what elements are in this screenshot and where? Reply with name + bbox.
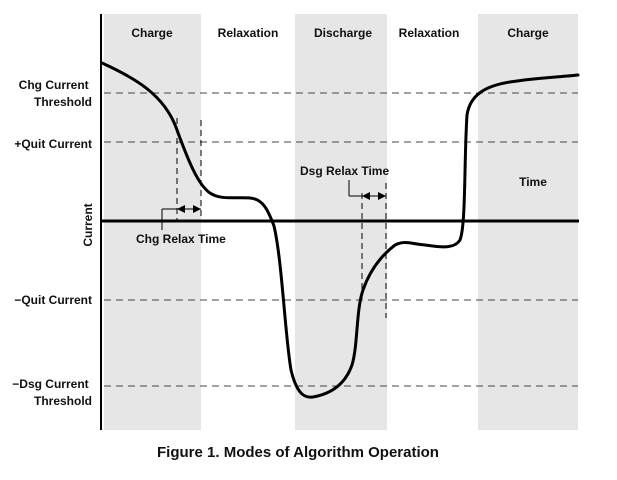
phase-label-relaxation-1: Relaxation	[218, 26, 279, 40]
time-label: Time	[519, 175, 547, 189]
chg-arrowhead-left	[177, 205, 185, 213]
phase-label-charge-1: Charge	[131, 26, 173, 40]
level-labels: Chg Current Threshold +Quit Current −Qui…	[12, 78, 92, 408]
dsg-relax-time-label: Dsg Relax Time	[300, 164, 389, 178]
chg-arrowhead-right	[193, 205, 201, 213]
dsg-threshold-label: −Dsg Current Threshold	[12, 377, 92, 408]
chg-relax-time-label: Chg Relax Time	[136, 232, 226, 246]
quit-minus-label: −Quit Current	[14, 293, 92, 307]
dsg-arrowhead-right	[378, 192, 386, 200]
chg-threshold-label: Chg Current Threshold	[19, 78, 92, 109]
phase-label-discharge: Discharge	[314, 26, 372, 40]
quit-plus-label: +Quit Current	[14, 137, 92, 151]
phase-labels: Charge Relaxation Discharge Relaxation C…	[131, 26, 549, 40]
phase-label-charge-2: Charge	[507, 26, 549, 40]
relax-time-arrowheads	[177, 192, 386, 213]
current-curve	[100, 61, 580, 399]
phase-label-relaxation-2: Relaxation	[399, 26, 460, 40]
dsg-arrowhead-left	[362, 192, 370, 200]
figure-caption: Figure 1. Modes of Algorithm Operation	[157, 444, 439, 461]
y-axis-label: Current	[81, 203, 95, 246]
